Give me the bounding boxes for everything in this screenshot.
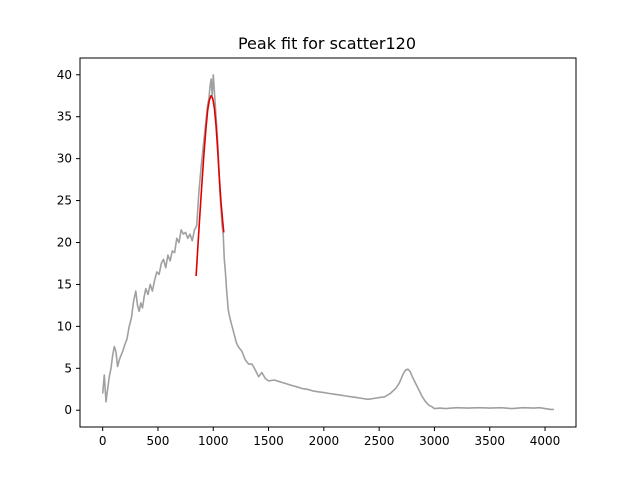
y-axis: 0 5 10 15 20 25 30 35 40 — [57, 68, 80, 417]
plot-area — [101, 74, 554, 411]
y-tick-label: 10 — [57, 319, 72, 333]
x-tick-label: 1500 — [253, 434, 284, 448]
fit-curve-line — [195, 94, 225, 277]
y-tick-label: 15 — [57, 277, 72, 291]
data-series-line — [101, 74, 554, 411]
x-axis: 0 500 1000 1500 2000 2500 3000 3500 4000 — [99, 427, 560, 448]
x-tick-label: 500 — [147, 434, 170, 448]
x-tick-label: 1000 — [198, 434, 229, 448]
x-tick-label: 3000 — [419, 434, 450, 448]
x-tick-label: 0 — [99, 434, 107, 448]
y-tick-label: 35 — [57, 110, 72, 124]
axes-frame — [79, 57, 577, 428]
x-tick-label: 3500 — [474, 434, 505, 448]
y-tick-label: 25 — [57, 194, 72, 208]
y-tick-label: 40 — [57, 68, 72, 82]
y-tick-label: 20 — [57, 236, 72, 250]
x-tick-label: 4000 — [530, 434, 561, 448]
y-tick-label: 30 — [57, 152, 72, 166]
x-tick-label: 2000 — [309, 434, 340, 448]
y-tick-label: 0 — [64, 403, 72, 417]
y-tick-label: 5 — [64, 361, 72, 375]
chart-title: Peak fit for scatter120 — [238, 34, 416, 53]
x-tick-label: 2500 — [364, 434, 395, 448]
